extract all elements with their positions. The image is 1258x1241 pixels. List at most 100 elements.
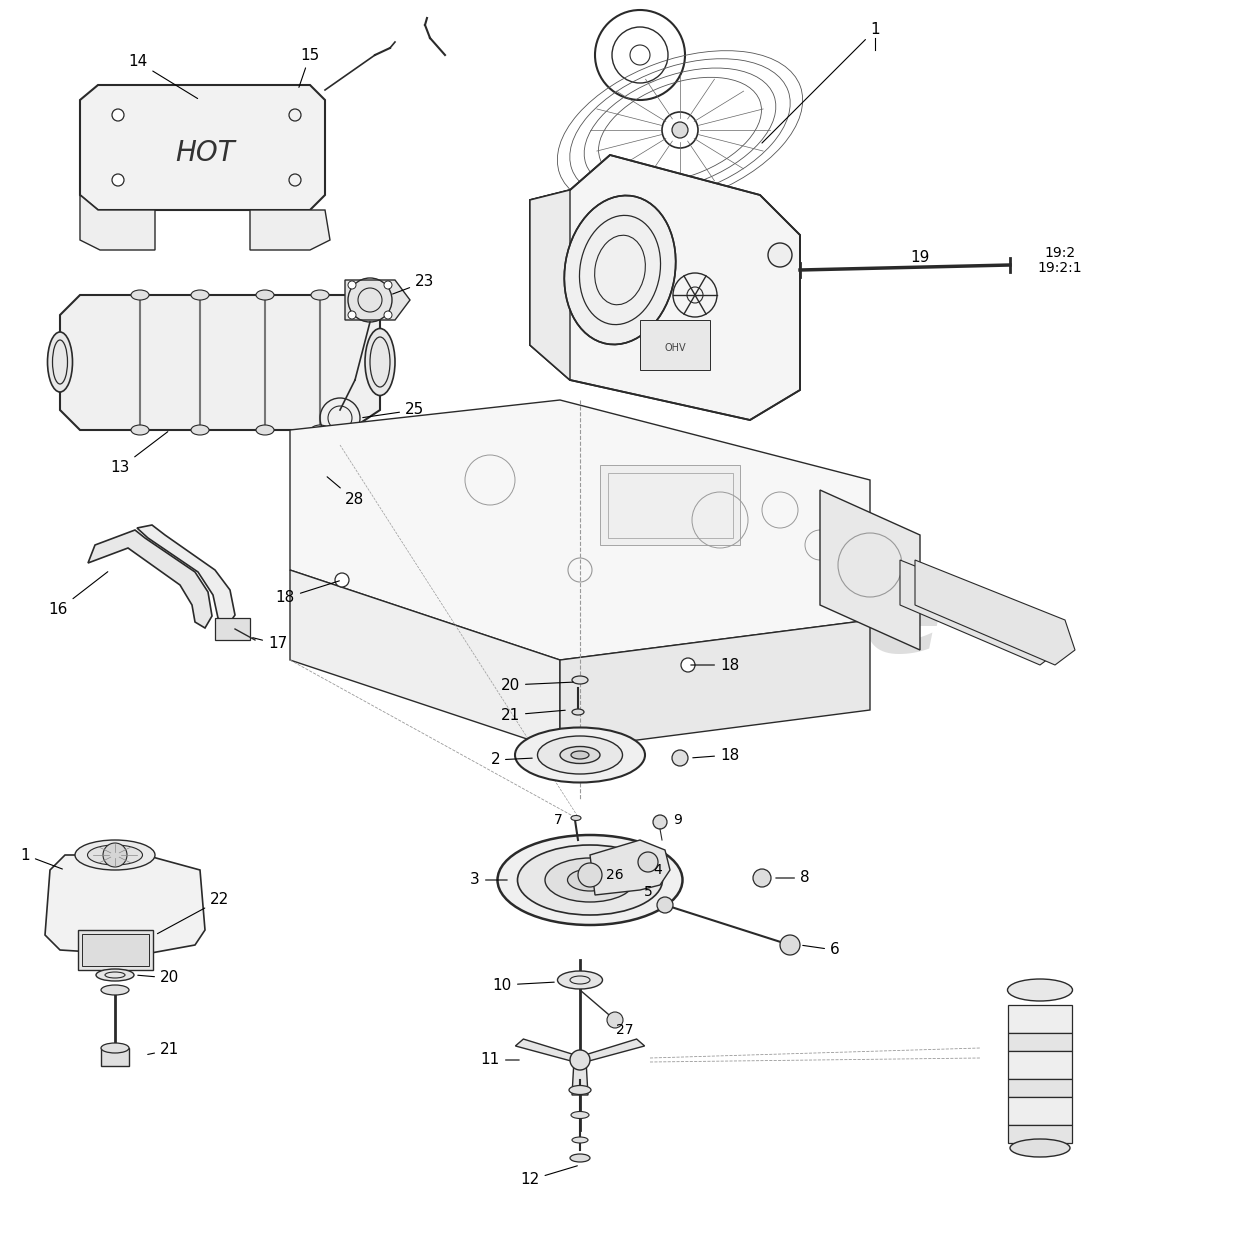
Ellipse shape: [571, 1112, 589, 1118]
Circle shape: [653, 815, 667, 829]
Bar: [1008, 1051, 1072, 1078]
Text: 3: 3: [470, 872, 507, 887]
Ellipse shape: [545, 858, 635, 902]
Ellipse shape: [1010, 1139, 1071, 1157]
Ellipse shape: [255, 424, 274, 436]
Ellipse shape: [572, 709, 584, 715]
Text: 13: 13: [111, 432, 167, 475]
Ellipse shape: [311, 424, 330, 436]
Bar: [215, 618, 250, 640]
Ellipse shape: [572, 1137, 587, 1143]
Ellipse shape: [572, 676, 587, 684]
Circle shape: [672, 750, 688, 766]
Text: 23: 23: [392, 274, 434, 294]
Ellipse shape: [515, 727, 645, 783]
Ellipse shape: [131, 290, 148, 300]
Text: 18: 18: [276, 581, 340, 606]
Text: 19: 19: [911, 251, 930, 266]
Text: 21: 21: [147, 1042, 179, 1057]
Circle shape: [384, 311, 392, 319]
Polygon shape: [530, 190, 570, 380]
Ellipse shape: [101, 985, 130, 995]
Polygon shape: [81, 195, 155, 249]
Polygon shape: [915, 560, 1076, 665]
Text: 28: 28: [327, 477, 365, 508]
Ellipse shape: [96, 969, 135, 980]
Bar: [600, 465, 740, 545]
Text: 4: 4: [654, 862, 663, 877]
Circle shape: [780, 934, 800, 956]
Text: 16: 16: [49, 572, 108, 618]
Circle shape: [608, 1011, 623, 1028]
Text: 20: 20: [138, 970, 179, 985]
Circle shape: [112, 174, 125, 186]
Polygon shape: [60, 295, 380, 429]
Polygon shape: [45, 855, 205, 956]
Text: 6: 6: [803, 942, 840, 958]
Ellipse shape: [567, 869, 613, 891]
Text: 2: 2: [491, 752, 532, 767]
Text: 18: 18: [693, 747, 740, 762]
Ellipse shape: [537, 736, 623, 774]
Circle shape: [335, 573, 348, 587]
Polygon shape: [530, 155, 800, 419]
Circle shape: [754, 869, 771, 887]
Ellipse shape: [191, 424, 209, 436]
Text: 11: 11: [481, 1052, 520, 1067]
Polygon shape: [291, 400, 871, 660]
Polygon shape: [88, 530, 213, 628]
Text: 21: 21: [501, 707, 565, 722]
Circle shape: [348, 280, 356, 289]
Bar: [640, 320, 710, 370]
Ellipse shape: [569, 1086, 591, 1095]
Bar: [101, 1047, 130, 1066]
Text: 7: 7: [554, 813, 562, 827]
Ellipse shape: [48, 333, 73, 392]
Circle shape: [384, 280, 392, 289]
Ellipse shape: [101, 1042, 130, 1054]
Text: 1: 1: [20, 848, 63, 869]
Bar: [1008, 1005, 1072, 1033]
Ellipse shape: [88, 845, 142, 865]
Ellipse shape: [570, 1154, 590, 1162]
Text: 8: 8: [776, 870, 810, 886]
Bar: [78, 930, 153, 970]
Ellipse shape: [571, 815, 581, 820]
Circle shape: [112, 109, 125, 122]
Text: 14: 14: [128, 55, 198, 98]
Bar: [82, 934, 148, 965]
Polygon shape: [560, 620, 871, 750]
Ellipse shape: [311, 290, 330, 300]
Text: HOT: HOT: [175, 139, 235, 168]
Polygon shape: [820, 490, 920, 650]
Polygon shape: [577, 1039, 644, 1062]
Bar: [608, 473, 733, 539]
Circle shape: [657, 897, 673, 913]
Ellipse shape: [565, 196, 676, 345]
Text: 20: 20: [501, 678, 574, 692]
Ellipse shape: [1008, 979, 1073, 1001]
Polygon shape: [516, 1039, 582, 1062]
Text: 5: 5: [644, 885, 653, 898]
Text: 27: 27: [616, 1023, 634, 1037]
Ellipse shape: [571, 751, 589, 759]
Circle shape: [767, 243, 793, 267]
Ellipse shape: [560, 747, 600, 763]
Polygon shape: [590, 840, 671, 895]
Circle shape: [348, 311, 356, 319]
Ellipse shape: [557, 970, 603, 989]
Ellipse shape: [581, 875, 599, 885]
Ellipse shape: [299, 460, 330, 480]
Text: 12: 12: [521, 1165, 577, 1188]
Text: 1: 1: [762, 22, 879, 143]
Text: 17: 17: [253, 637, 287, 652]
Polygon shape: [345, 280, 410, 320]
Circle shape: [672, 122, 688, 138]
Text: OHV: OHV: [664, 343, 686, 352]
Text: 18: 18: [691, 658, 740, 673]
Text: 19:2:1: 19:2:1: [1038, 261, 1082, 276]
Polygon shape: [572, 1060, 587, 1095]
Text: PartsTree: PartsTree: [314, 562, 944, 678]
Bar: [1008, 1126, 1072, 1143]
Ellipse shape: [517, 845, 663, 915]
